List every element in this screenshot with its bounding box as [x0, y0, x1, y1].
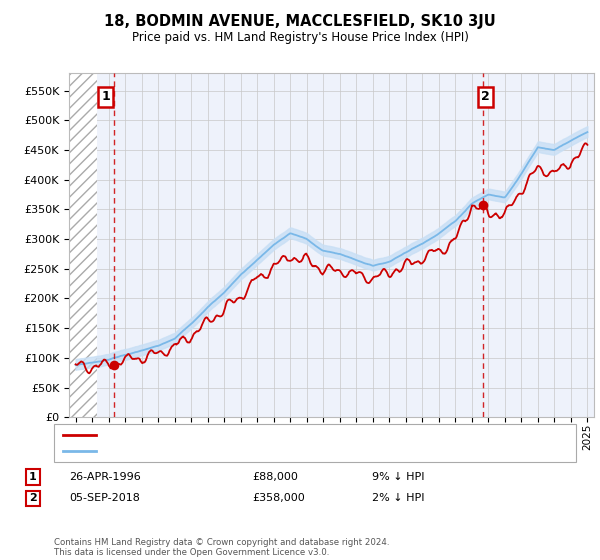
Text: 18, BODMIN AVENUE, MACCLESFIELD, SK10 3JU (detached house): 18, BODMIN AVENUE, MACCLESFIELD, SK10 3J… [101, 430, 461, 440]
Text: 05-SEP-2018: 05-SEP-2018 [69, 493, 140, 503]
Text: £358,000: £358,000 [252, 493, 305, 503]
Text: 9% ↓ HPI: 9% ↓ HPI [372, 472, 425, 482]
Text: Price paid vs. HM Land Registry's House Price Index (HPI): Price paid vs. HM Land Registry's House … [131, 31, 469, 44]
Text: £88,000: £88,000 [252, 472, 298, 482]
Text: 1: 1 [29, 472, 37, 482]
Bar [69, 73, 97, 417]
Text: 2: 2 [481, 90, 490, 104]
Text: 18, BODMIN AVENUE, MACCLESFIELD, SK10 3JU: 18, BODMIN AVENUE, MACCLESFIELD, SK10 3J… [104, 14, 496, 29]
Text: Contains HM Land Registry data © Crown copyright and database right 2024.
This d: Contains HM Land Registry data © Crown c… [54, 538, 389, 557]
Text: 1: 1 [101, 90, 110, 104]
Text: HPI: Average price, detached house, Cheshire East: HPI: Average price, detached house, Ches… [101, 446, 378, 456]
Text: 26-APR-1996: 26-APR-1996 [69, 472, 141, 482]
Text: 2% ↓ HPI: 2% ↓ HPI [372, 493, 425, 503]
Text: 2: 2 [29, 493, 37, 503]
